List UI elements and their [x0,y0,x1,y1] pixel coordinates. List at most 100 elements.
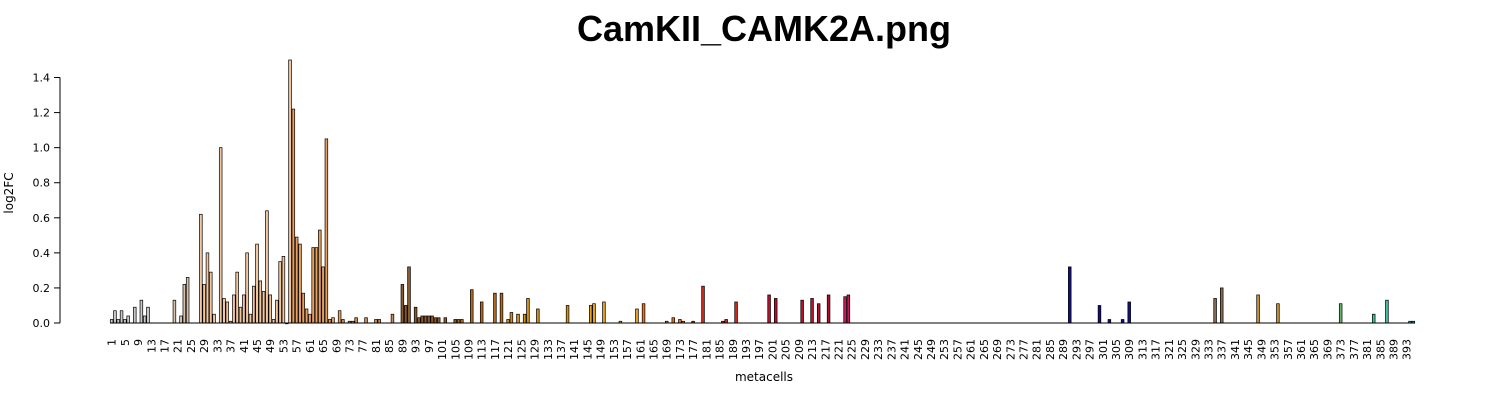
bar-metacell-35 [222,298,226,324]
bar-metacell-5 [123,319,127,324]
x-tick-label: 241 [899,339,912,360]
x-tick-label: 113 [476,339,489,360]
bar-metacell-20 [172,299,177,324]
x-tick-label: 177 [687,339,700,360]
x-tick-label: 325 [1176,339,1189,360]
bar-metacell-46 [258,280,263,324]
x-tick-label: 9 [132,339,145,346]
bar-metacell-50 [271,319,276,324]
x-tick-label: 181 [700,339,713,360]
bar-metacell-55 [288,59,292,324]
y-tick-label: 0.0 [33,317,51,330]
bar-metacell-57 [294,236,299,324]
bar-metacell-40 [238,306,243,324]
bar-metacell-187 [724,319,728,324]
x-tick-label: 213 [806,339,819,360]
x-tick-label: 105 [449,339,462,360]
x-tick-label: 125 [515,339,528,360]
x-tick-label: 29 [198,339,211,353]
x-tick-label: 133 [542,339,555,360]
x-tick-label: 201 [766,339,779,360]
x-axis: 1 5 9 13 17 21 25 29 33 37 41 45 49 53 57 61 65 69 73 77 81 8… [106,339,1414,360]
bar-metacell-200 [767,294,771,324]
x-tick-label: 121 [502,339,515,360]
bar-metacell-11 [142,315,147,324]
x-tick-label: 301 [1097,339,1110,360]
x-tick-label: 169 [661,339,674,360]
x-tick-label: 221 [832,339,845,360]
bar-metacell-67 [328,319,332,324]
x-tick-label: 277 [1018,339,1031,360]
x-tick-label: 209 [793,339,806,360]
bar-metacell-96 [423,315,428,324]
bar-metacell-171 [671,317,676,324]
x-tick-label: 101 [436,339,449,360]
x-tick-label: 193 [740,339,753,360]
bar-metacell-309 [1127,301,1131,324]
bar-metacell-106 [456,319,461,324]
x-tick-label: 309 [1123,339,1136,360]
bar-metacell-44 [252,285,256,324]
bar-metacell-100 [437,317,441,324]
bar-metacell-36 [225,301,229,324]
bar-metacell-93 [413,306,418,324]
x-tick-label: 353 [1269,339,1282,360]
bar-metacell-107 [460,319,464,324]
bar-metacell-162 [641,303,646,324]
bar-metacell-130 [536,308,540,324]
x-tick-label: 261 [965,339,978,360]
bar-metacell-224 [846,294,851,324]
bar-metacell-62 [311,247,315,324]
x-tick-label: 229 [859,339,872,360]
x-tick-label: 97 [423,339,436,353]
bar-metacell-39 [235,271,239,324]
x-tick-label: 257 [951,339,964,360]
x-tick-label: 389 [1388,339,1401,360]
x-tick-label: 173 [674,339,687,360]
bar-metacell-113 [479,301,484,324]
bar-metacell-119 [499,292,504,324]
x-tick-label: 249 [925,339,938,360]
bar-metacell-41 [242,294,246,324]
x-tick-label: 157 [621,339,634,360]
bar-metacell-31 [209,271,213,324]
bar-metacell-150 [602,301,606,324]
bar-metacell-121 [506,319,510,324]
x-tick-label: 361 [1295,339,1308,360]
x-tick-label: 53 [277,339,290,353]
bar-metacell-102 [443,317,448,324]
bar-metacell-82 [377,319,381,324]
bar-metacell-6 [126,315,130,324]
bar-metacell-387 [1385,299,1389,324]
y-axis: 0.0 0.2 0.4 0.6 0.8 1.0 1.2 1.4 [33,72,61,330]
bar-metacell-3 [116,319,120,324]
x-tick-label: 65 [317,339,330,353]
x-tick-label: 141 [568,339,581,360]
x-tick-label: 293 [1070,339,1083,360]
x-tick-label: 285 [1044,339,1057,360]
bar-metacell-348 [1256,294,1260,324]
bar-metacell-78 [364,317,368,324]
x-tick-label: 269 [991,339,1004,360]
bar-metacell-52 [278,261,282,324]
x-tick-label: 225 [846,339,859,360]
bar-metacell-58 [298,243,302,324]
bar-metacell-63 [314,247,319,324]
bar-metacell-71 [341,319,345,324]
x-tick-label: 25 [185,339,198,353]
bar-metacell-1 [109,319,114,324]
x-tick-label: 13 [145,339,158,353]
x-tick-label: 245 [912,339,925,360]
x-tick-label: 317 [1150,339,1163,360]
x-tick-label: 381 [1361,339,1374,360]
bar-metacell-95 [420,315,424,324]
x-tick-label: 149 [595,339,608,360]
bar-metacell-59 [301,292,305,324]
bar-metacell-68 [331,317,335,324]
bar-metacell-99 [433,317,438,324]
bar-metacell-303 [1107,319,1112,324]
x-tick-label: 57 [291,339,304,353]
bar-metacell-70 [337,310,342,324]
x-tick-label: 129 [529,339,542,360]
y-tick-label: 1.4 [33,72,51,85]
